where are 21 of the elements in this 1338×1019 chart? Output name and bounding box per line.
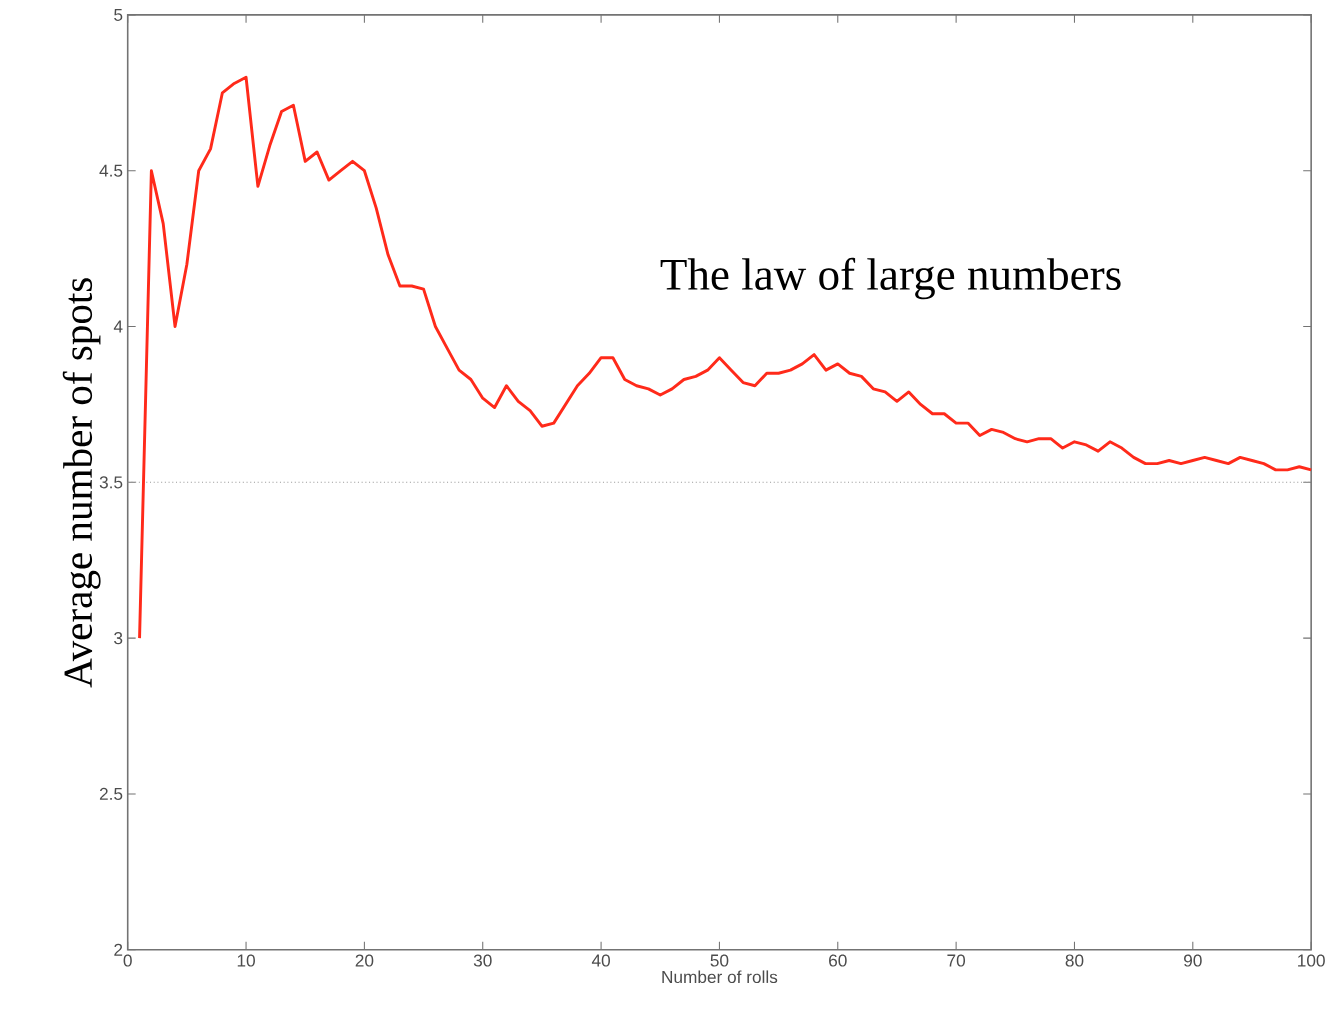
x-tick-label: 0: [123, 954, 132, 967]
y-tick-label: 3: [114, 631, 123, 645]
annotation: The law of large numbers: [660, 257, 1121, 300]
x-tick-label: 70: [947, 954, 966, 967]
y-tick-label: 5: [114, 8, 123, 21]
x-tick-label: 60: [829, 954, 847, 967]
y-tick-label: 4.5: [99, 164, 123, 177]
x-tick-label: 80: [1065, 954, 1084, 967]
x-tick-label: 40: [591, 954, 610, 967]
x-tick-label: 30: [473, 954, 492, 967]
x-axis-title: Number of rolls: [662, 970, 778, 983]
x-tick-label: 20: [355, 954, 374, 967]
y-tick-label: 4: [113, 320, 123, 333]
x-tick-label: 100: [1298, 954, 1325, 967]
x-tick-label: 50: [710, 954, 729, 967]
y-tick-label: 3.5: [99, 476, 123, 489]
y-tick-label: 2: [114, 943, 123, 956]
x-tick-label: 10: [237, 954, 255, 967]
x-tick-label: 90: [1184, 954, 1202, 967]
y-tick-label: 2.5: [99, 787, 123, 800]
y-axis-title: Average number of spots: [62, 277, 101, 688]
